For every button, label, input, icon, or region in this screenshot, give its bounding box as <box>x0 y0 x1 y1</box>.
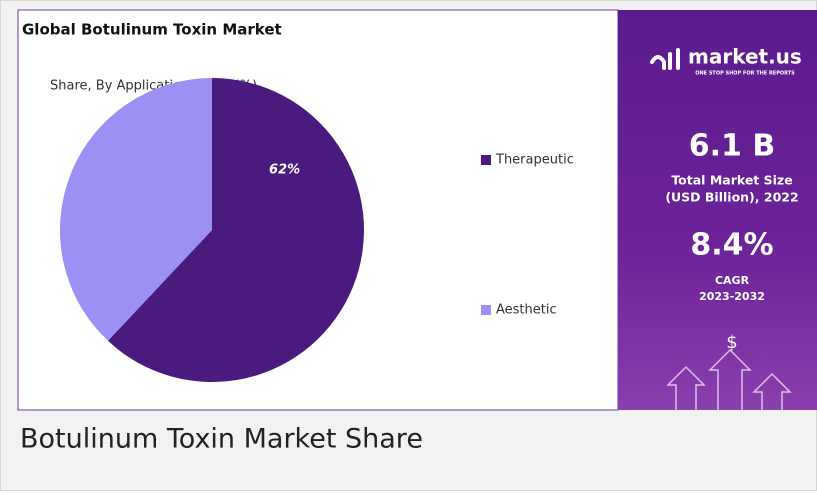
legend-label: Aesthetic <box>496 303 557 318</box>
legend-swatch <box>481 155 491 165</box>
cagr-value: 8.4% <box>690 228 773 263</box>
page: Global Botulinum Toxin Market Share, By … <box>0 0 817 495</box>
value-label: 62% <box>269 162 300 177</box>
legend-label: Therapeutic <box>495 153 574 168</box>
chart-title: Global Botulinum Toxin Market <box>22 21 282 39</box>
caption: Botulinum Toxin Market Share <box>20 424 423 455</box>
legend-swatch <box>481 305 491 315</box>
brand-tagline: ONE STOP SHOP FOR THE REPORTS <box>695 71 795 77</box>
pie: 62% <box>60 78 364 382</box>
cagr-period: 2023-2032 <box>699 290 765 303</box>
screenshot: Global Botulinum Toxin Market Share, By … <box>0 0 817 491</box>
market-size: 6.1 B <box>689 129 775 164</box>
dollar-symbol: $ <box>726 332 737 353</box>
cagr-label: CAGR <box>715 274 750 287</box>
market-size-label: Total Market Size <box>671 173 792 188</box>
brand-name: market.us <box>688 45 802 69</box>
market-size-label: (USD Billion), 2022 <box>665 190 798 205</box>
